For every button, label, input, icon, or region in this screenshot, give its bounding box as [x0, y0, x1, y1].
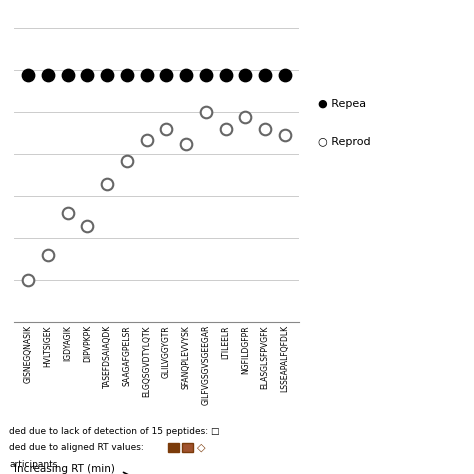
Text: Increasing RT (min): Increasing RT (min): [14, 464, 115, 474]
Point: [44, 251, 52, 259]
Point: [202, 109, 210, 116]
Point: [222, 71, 229, 78]
Point: [64, 210, 71, 217]
Point: [24, 71, 32, 78]
Point: [83, 71, 91, 78]
Point: [44, 71, 52, 78]
Text: ● Repea: ● Repea: [318, 99, 366, 109]
Text: ded due to aligned RT values:: ded due to aligned RT values:: [9, 444, 147, 452]
Point: [103, 71, 111, 78]
Point: [143, 136, 150, 144]
Text: ◇: ◇: [197, 443, 205, 453]
Point: [182, 140, 190, 148]
Point: [64, 71, 71, 78]
Point: [163, 71, 170, 78]
Point: [222, 126, 229, 133]
Text: articipants: articipants: [9, 460, 58, 469]
Point: [241, 113, 249, 120]
Text: ○ Reprod: ○ Reprod: [318, 137, 370, 147]
Point: [103, 180, 111, 188]
Point: [182, 71, 190, 78]
Point: [24, 276, 32, 284]
Point: [281, 71, 289, 78]
Point: [202, 71, 210, 78]
Point: [241, 71, 249, 78]
Point: [83, 222, 91, 229]
Point: [261, 126, 269, 133]
Point: [261, 71, 269, 78]
Point: [143, 71, 150, 78]
Point: [123, 71, 130, 78]
Point: [281, 132, 289, 139]
Point: [123, 157, 130, 164]
Text: ded due to lack of detection of 15 peptides: □: ded due to lack of detection of 15 pepti…: [9, 427, 220, 436]
Point: [163, 126, 170, 133]
